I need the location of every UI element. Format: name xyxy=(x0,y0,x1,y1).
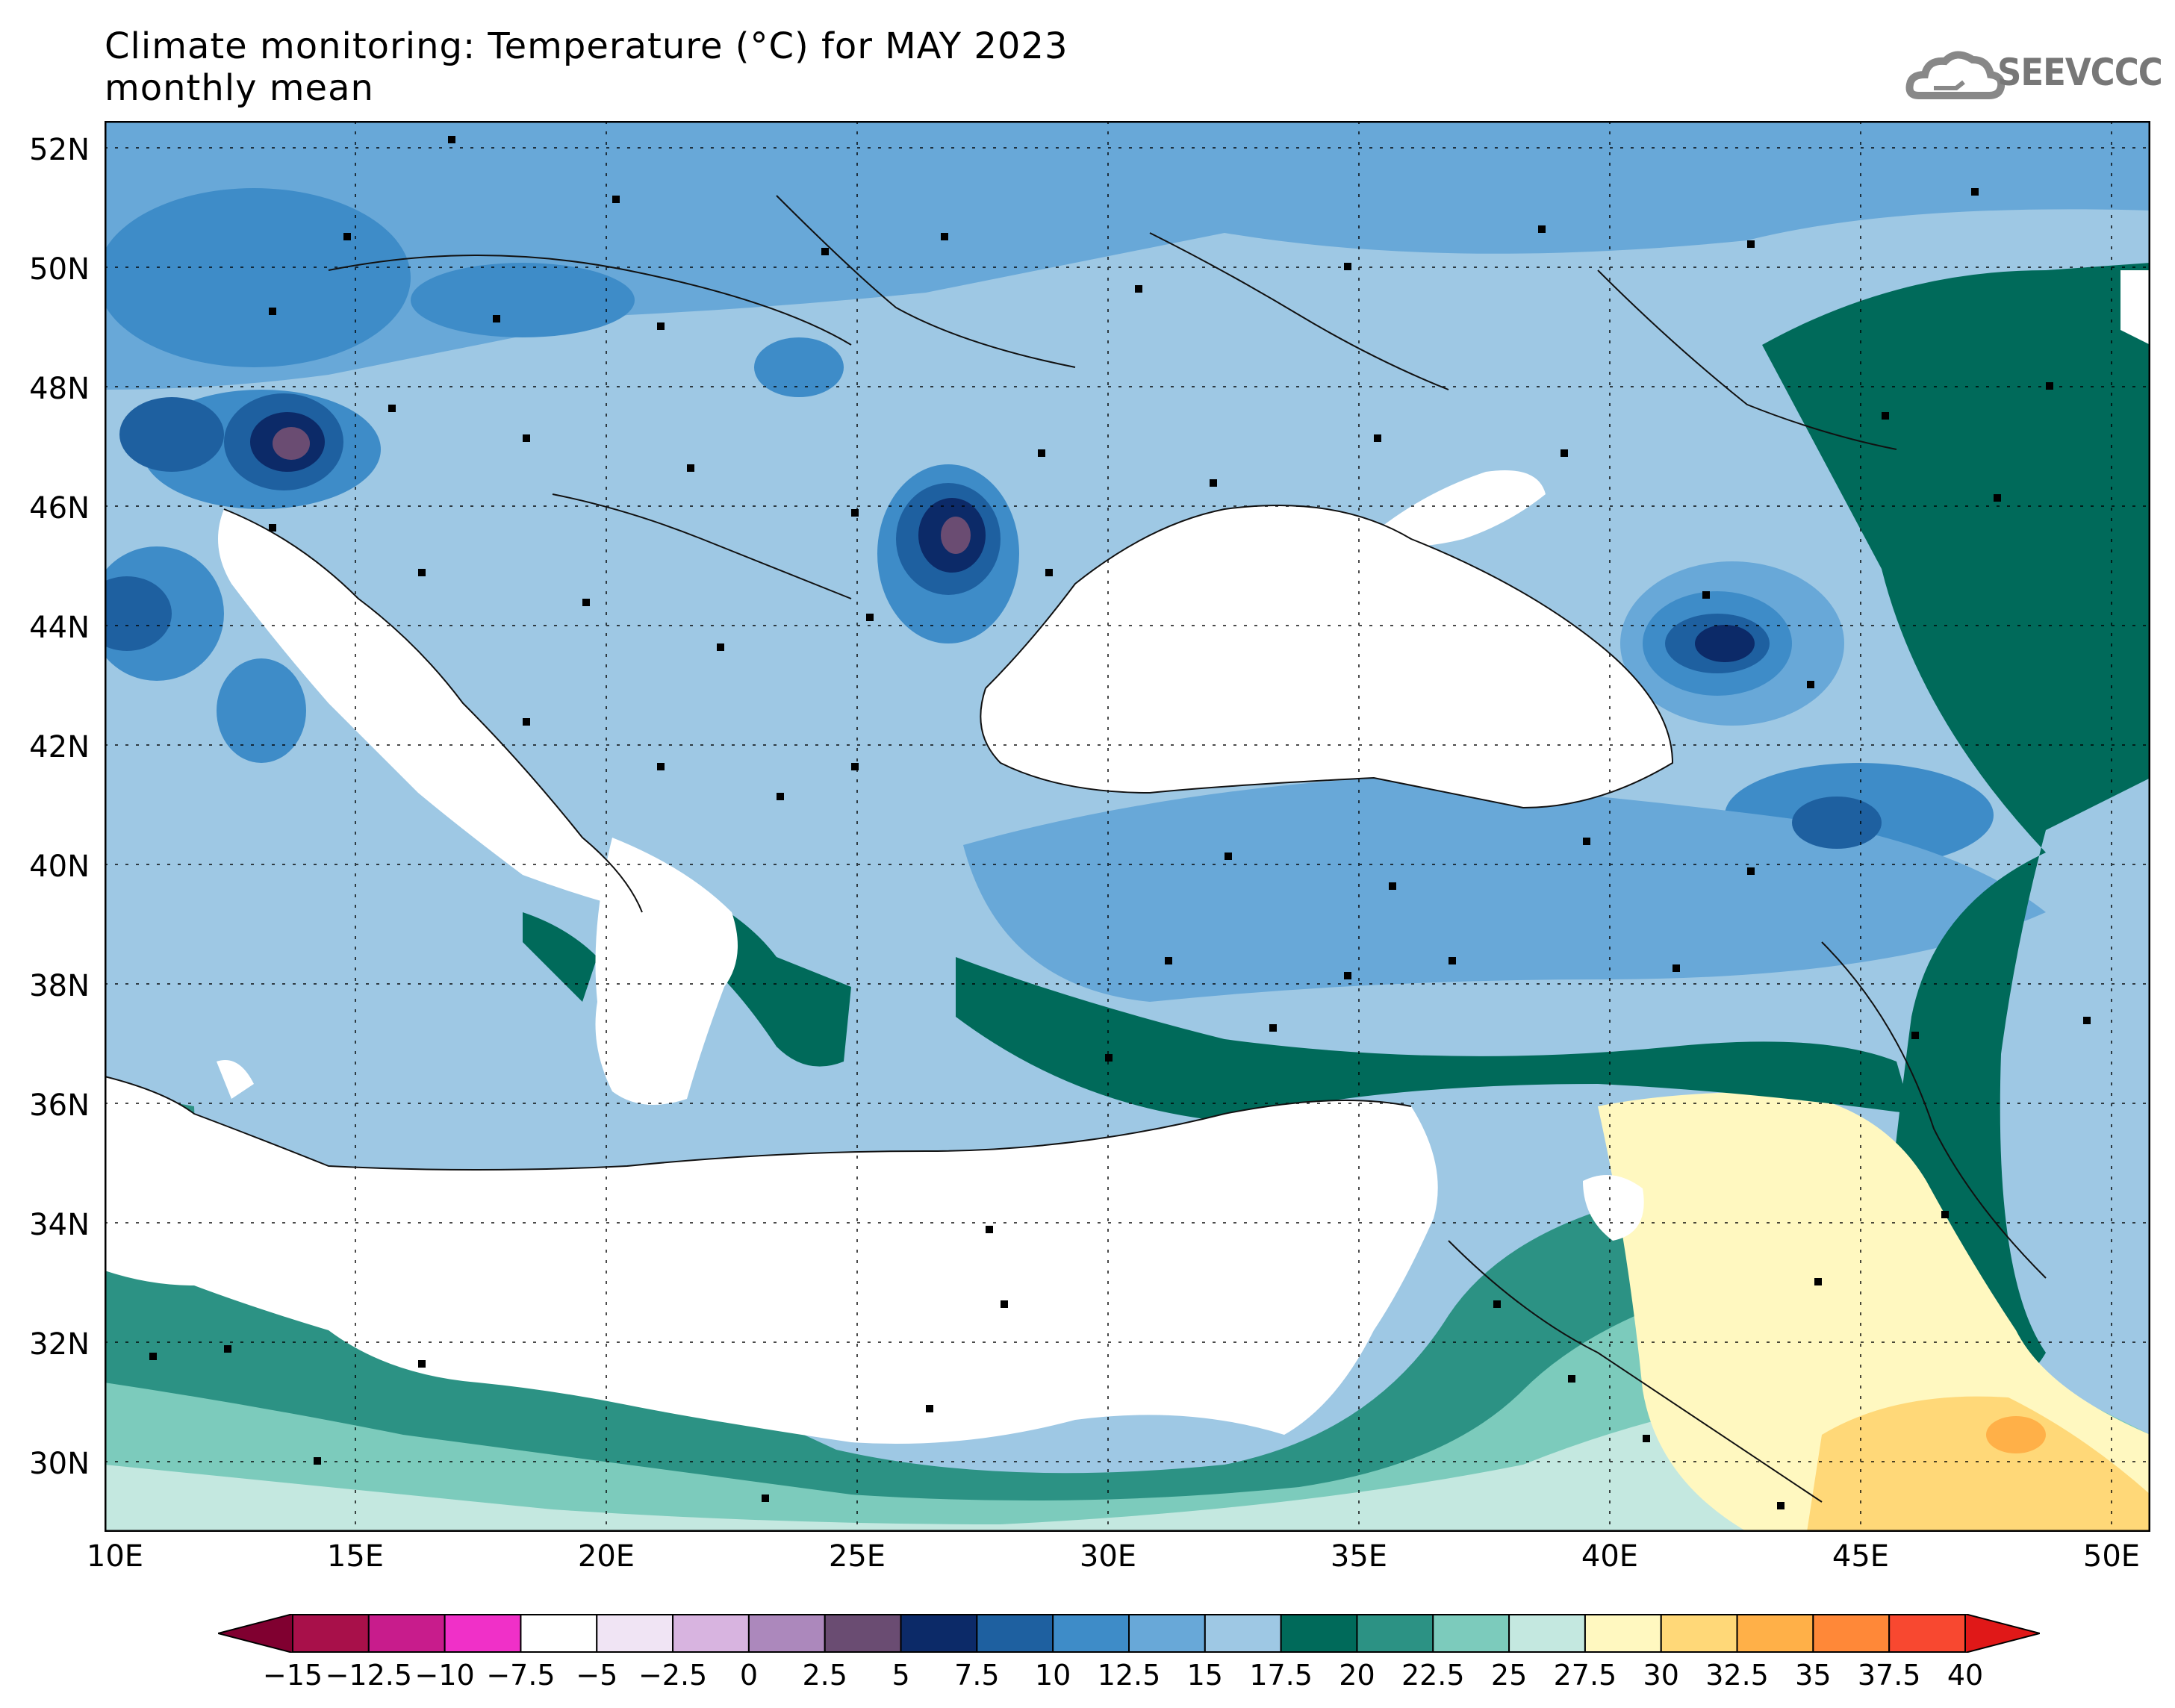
colorbar-swatch xyxy=(520,1614,598,1653)
colorbar-label: 22.5 xyxy=(1401,1659,1465,1692)
logo-text: SEEVCCC xyxy=(1997,51,2163,94)
colorbar-label: 32.5 xyxy=(1705,1659,1769,1692)
lat-label-52n: 52N xyxy=(29,133,90,167)
colorbar-label: −15 xyxy=(262,1659,323,1692)
lon-label-35e: 35E xyxy=(1330,1539,1388,1574)
map-title: Climate monitoring: Temperature (°C) for… xyxy=(105,25,1068,109)
colorbar-swatch xyxy=(1584,1614,1662,1653)
title-line-2: monthly mean xyxy=(105,67,374,109)
colorbar-label: 17.5 xyxy=(1249,1659,1313,1692)
colorbar-swatch xyxy=(672,1614,750,1653)
lat-label-38n: 38N xyxy=(29,969,90,1003)
colorbar-label: 0 xyxy=(739,1659,758,1692)
lat-label-40n: 40N xyxy=(29,850,90,884)
colorbar-swatch xyxy=(1204,1614,1282,1653)
lat-label-48n: 48N xyxy=(29,372,90,406)
lon-label-20e: 20E xyxy=(577,1539,635,1574)
colorbar-swatch xyxy=(747,1614,826,1653)
colorbar-label: 2.5 xyxy=(802,1659,847,1692)
colorbar-label: 5 xyxy=(892,1659,910,1692)
colorbar-label: 10 xyxy=(1034,1659,1071,1692)
colorbar-label: 27.5 xyxy=(1553,1659,1617,1692)
temperature-map xyxy=(105,121,2150,1532)
colorbar-label: −5 xyxy=(576,1659,618,1692)
lat-label-32n: 32N xyxy=(29,1327,90,1362)
colorbar-swatch xyxy=(1128,1614,1206,1653)
colorbar-swatch xyxy=(1052,1614,1130,1653)
colorbar-swatch xyxy=(1280,1614,1358,1653)
colorbar-label: 15 xyxy=(1186,1659,1223,1692)
colorbar-swatch xyxy=(900,1614,978,1653)
lat-label-42n: 42N xyxy=(29,730,90,764)
colorbar-label: −7.5 xyxy=(486,1659,556,1692)
colorbar-swatch xyxy=(444,1614,522,1653)
colorbar-label: 20 xyxy=(1339,1659,1375,1692)
colorbar-swatch xyxy=(596,1614,674,1653)
cloud-logo-icon xyxy=(1905,51,2006,99)
lon-label-25e: 25E xyxy=(828,1539,886,1574)
colorbar-swatch xyxy=(1508,1614,1586,1653)
lon-label-30e: 30E xyxy=(1079,1539,1137,1574)
lon-label-40e: 40E xyxy=(1581,1539,1639,1574)
lon-label-45e: 45E xyxy=(1832,1539,1890,1574)
country-borders xyxy=(105,195,2047,1503)
graticule xyxy=(105,121,2150,1532)
colorbar-swatch xyxy=(367,1614,446,1653)
colorbar-label: 7.5 xyxy=(954,1659,1000,1692)
colorbar-label: 40 xyxy=(1947,1659,1984,1692)
colorbar-label: −2.5 xyxy=(638,1659,708,1692)
colorbar xyxy=(218,1614,2040,1653)
colorbar-label: 25 xyxy=(1490,1659,1528,1692)
colorbar-swatch xyxy=(1888,1614,1967,1653)
lat-label-44n: 44N xyxy=(29,611,90,645)
lon-label-15e: 15E xyxy=(326,1539,385,1574)
colorbar-label: 35 xyxy=(1795,1659,1832,1692)
colorbar-swatch xyxy=(976,1614,1054,1653)
colorbar-low-arrow xyxy=(218,1614,293,1653)
colorbar-high-arrow xyxy=(1964,1614,2040,1653)
colorbar-swatch xyxy=(1812,1614,1891,1653)
lat-label-30n: 30N xyxy=(29,1447,90,1481)
station-markers xyxy=(149,136,2091,1509)
colorbar-label: 12.5 xyxy=(1097,1659,1161,1692)
colorbar-swatch xyxy=(1356,1614,1434,1653)
colorbar-label: 30 xyxy=(1643,1659,1679,1692)
colorbar-swatch xyxy=(292,1614,370,1653)
colorbar-swatch xyxy=(1432,1614,1510,1653)
lat-label-50n: 50N xyxy=(29,252,90,287)
lon-label-10e: 10E xyxy=(86,1539,144,1574)
colorbar-swatch xyxy=(824,1614,902,1653)
lat-label-36n: 36N xyxy=(29,1088,90,1123)
colorbar-label: −10 xyxy=(414,1659,475,1692)
colorbar-swatch xyxy=(1736,1614,1814,1653)
colorbar-label: 37.5 xyxy=(1857,1659,1921,1692)
colorbar-swatch xyxy=(1660,1614,1738,1653)
title-line-1: Climate monitoring: Temperature (°C) for… xyxy=(105,25,1068,67)
lon-label-50e: 50E xyxy=(2082,1539,2141,1574)
lat-label-46n: 46N xyxy=(29,491,90,526)
colorbar-label: −12.5 xyxy=(325,1659,413,1692)
lat-label-34n: 34N xyxy=(29,1208,90,1242)
